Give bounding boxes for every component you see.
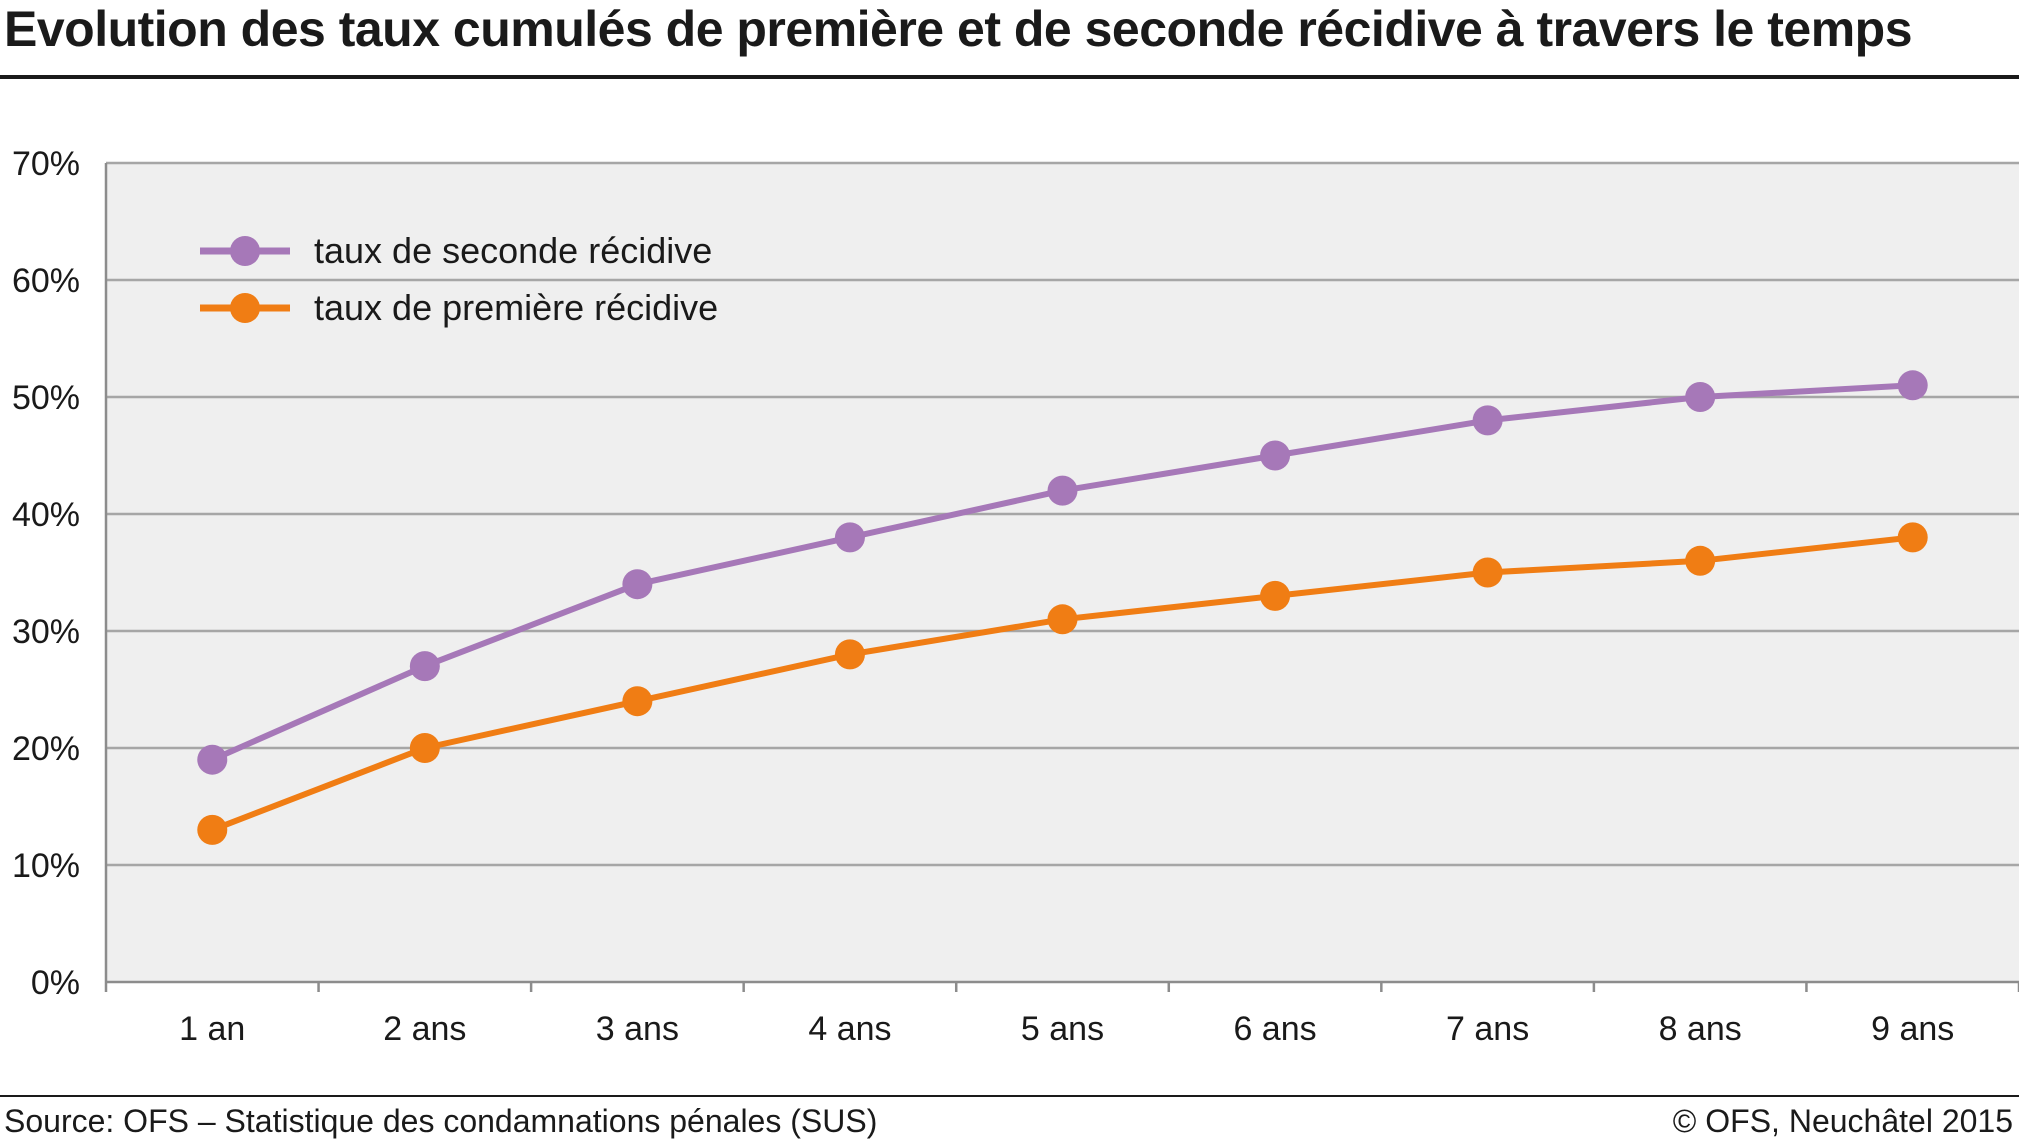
title-rule: [0, 75, 2019, 79]
line-chart: 0% 10% 20% 30% 40% 50% 60% 70% 1 an 2 ans 3 ans 4 a…: [12, 145, 2019, 1048]
y-tick-label: 60%: [12, 262, 80, 300]
x-tick-label: 5 ans: [1021, 1010, 1104, 1048]
data-point: [409, 733, 440, 763]
data-point: [1260, 440, 1291, 471]
data-point: [834, 639, 865, 670]
data-point: [1897, 522, 1928, 553]
x-tick-label: 1 an: [179, 1010, 245, 1048]
y-tick-label: 50%: [12, 379, 80, 417]
data-point: [1685, 382, 1716, 412]
x-tick-label: 8 ans: [1659, 1010, 1742, 1048]
y-tick-label: 10%: [12, 847, 80, 885]
data-point: [1260, 580, 1291, 611]
footer-rule: [0, 1095, 2019, 1097]
x-tick-label: 4 ans: [808, 1010, 891, 1048]
data-point: [1472, 557, 1503, 588]
data-point: [1897, 370, 1928, 401]
data-point: [834, 522, 865, 553]
y-tick-label: 0%: [31, 964, 80, 1002]
legend-label: taux de première récidive: [314, 287, 718, 328]
legend-label: taux de seconde récidive: [314, 230, 712, 271]
source-note: Source: OFS – Statistique des condamnati…: [4, 1103, 878, 1139]
x-tick-label: 6 ans: [1233, 1010, 1316, 1048]
x-tick-label: 2 ans: [383, 1010, 466, 1048]
data-point: [197, 744, 228, 775]
chart-title: Evolution des taux cumulés de première e…: [4, 1, 1913, 57]
legend-swatch-marker: [230, 236, 260, 266]
x-tick-label: 7 ans: [1446, 1010, 1529, 1048]
data-point: [622, 569, 653, 600]
data-point: [1685, 545, 1716, 576]
y-tick-label: 20%: [12, 730, 80, 768]
plot-area: [106, 163, 2019, 982]
legend-swatch-marker: [230, 293, 260, 323]
x-tick-label: 9 ans: [1871, 1010, 1954, 1048]
y-tick-label: 30%: [12, 613, 80, 651]
data-point: [409, 651, 440, 682]
y-tick-label: 40%: [12, 496, 80, 534]
data-point: [622, 686, 653, 717]
y-tick-label: 70%: [12, 145, 80, 183]
data-point: [1472, 405, 1503, 436]
data-point: [197, 814, 228, 845]
data-point: [1047, 604, 1078, 635]
x-tick-label: 3 ans: [596, 1010, 679, 1048]
data-point: [1047, 475, 1078, 506]
copyright-note: © OFS, Neuchâtel 2015: [1672, 1103, 2013, 1139]
